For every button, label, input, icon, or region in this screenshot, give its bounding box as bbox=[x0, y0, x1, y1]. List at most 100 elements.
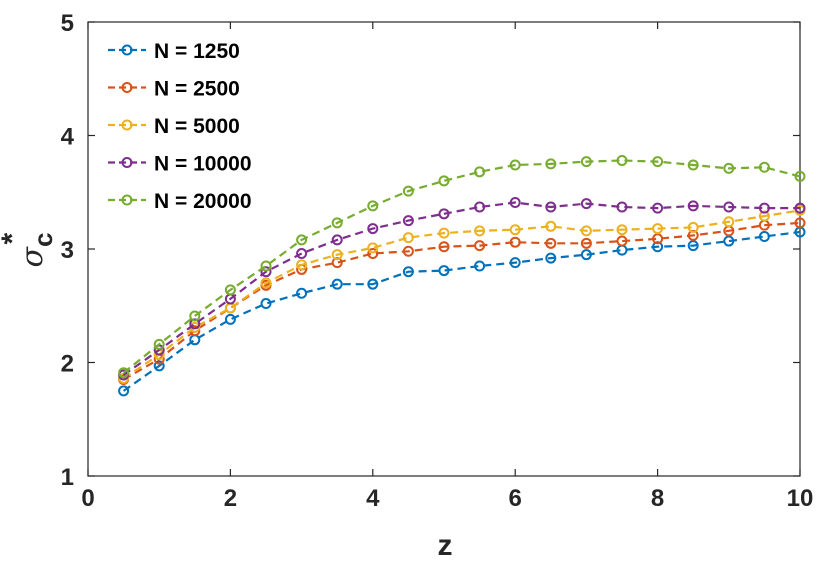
data-point bbox=[438, 265, 450, 277]
data-point bbox=[153, 338, 165, 350]
data-point bbox=[580, 198, 592, 210]
data-point bbox=[331, 217, 343, 229]
data-point bbox=[509, 257, 521, 269]
data-point bbox=[652, 233, 664, 245]
y-axis-title-subscript: c bbox=[28, 233, 58, 247]
series-line bbox=[122, 230, 801, 392]
data-point bbox=[509, 224, 521, 236]
legend-marker bbox=[121, 44, 133, 56]
data-point bbox=[260, 266, 272, 278]
data-point bbox=[652, 156, 664, 168]
legend-label: N = 5000 bbox=[154, 115, 240, 138]
data-point bbox=[296, 234, 308, 246]
data-point bbox=[402, 266, 414, 278]
data-point bbox=[509, 236, 521, 248]
series-line bbox=[122, 159, 801, 374]
legend-marker bbox=[121, 82, 133, 93]
data-point bbox=[580, 156, 592, 168]
data-point bbox=[687, 200, 699, 212]
legend-item: N = 1250 bbox=[108, 40, 240, 63]
data-point bbox=[260, 277, 272, 289]
data-point bbox=[687, 159, 699, 171]
series-3 bbox=[118, 204, 806, 384]
y-tick-label: 1 bbox=[61, 464, 74, 491]
data-point bbox=[438, 175, 450, 187]
data-point bbox=[402, 245, 414, 257]
data-point bbox=[367, 248, 379, 260]
data-point bbox=[723, 235, 735, 247]
data-point bbox=[794, 170, 806, 182]
series-1 bbox=[118, 226, 806, 397]
data-point bbox=[331, 234, 343, 246]
data-point bbox=[758, 210, 770, 222]
data-point bbox=[794, 217, 806, 229]
data-point bbox=[296, 287, 308, 299]
data-point bbox=[260, 297, 272, 309]
y-axis-title-superscript: * bbox=[0, 233, 29, 245]
data-point bbox=[260, 260, 272, 272]
data-point bbox=[616, 154, 628, 166]
data-point bbox=[545, 158, 557, 170]
data-point bbox=[652, 241, 664, 253]
data-point bbox=[652, 202, 664, 214]
legend-label: N = 20000 bbox=[154, 190, 252, 213]
x-tick-label: 4 bbox=[366, 485, 380, 512]
data-point bbox=[224, 313, 236, 325]
legend-item: N = 2500 bbox=[108, 78, 240, 101]
legend-item: N = 5000 bbox=[108, 115, 240, 138]
data-point bbox=[367, 278, 379, 290]
data-point bbox=[723, 216, 735, 228]
data-point bbox=[402, 185, 414, 197]
svg-text:σc*: σc* bbox=[0, 233, 58, 268]
data-point bbox=[296, 248, 308, 260]
x-axis: 0 2 4 6 8 10 bbox=[81, 22, 813, 512]
data-point bbox=[474, 260, 486, 272]
legend-item: N = 20000 bbox=[108, 190, 252, 213]
data-point bbox=[652, 223, 664, 235]
data-point bbox=[438, 227, 450, 239]
data-point bbox=[331, 249, 343, 261]
y-axis: 1 2 3 4 5 bbox=[61, 10, 800, 491]
x-tick-label: 10 bbox=[787, 485, 814, 512]
data-point bbox=[794, 202, 806, 214]
data-point bbox=[545, 201, 557, 213]
data-point bbox=[545, 237, 557, 249]
data-point bbox=[474, 201, 486, 213]
data-point bbox=[331, 278, 343, 290]
data-point bbox=[224, 284, 236, 296]
data-point bbox=[758, 231, 770, 243]
series-2 bbox=[118, 217, 806, 386]
x-tick-label: 6 bbox=[509, 485, 522, 512]
data-point bbox=[687, 240, 699, 252]
data-point bbox=[438, 208, 450, 220]
data-point bbox=[474, 166, 486, 178]
y-axis-title: σc* bbox=[0, 233, 58, 268]
data-point bbox=[296, 259, 308, 271]
data-point bbox=[474, 240, 486, 252]
x-tick-label: 2 bbox=[224, 485, 237, 512]
data-point bbox=[367, 200, 379, 212]
legend-label: N = 2500 bbox=[154, 78, 240, 101]
data-point bbox=[545, 220, 557, 232]
data-point bbox=[723, 162, 735, 174]
data-point bbox=[118, 385, 130, 397]
y-tick-label: 3 bbox=[61, 237, 74, 264]
series-5 bbox=[118, 154, 806, 379]
data-point bbox=[331, 257, 343, 269]
x-tick-label: 8 bbox=[651, 485, 664, 512]
series-layer bbox=[118, 154, 806, 397]
series-4 bbox=[118, 196, 806, 381]
data-point bbox=[402, 232, 414, 244]
series-line bbox=[122, 201, 800, 376]
data-point bbox=[509, 159, 521, 171]
legend: N = 1250 N = 2500 N = 5000 N = 10000 N = 200… bbox=[108, 40, 252, 213]
data-point bbox=[580, 249, 592, 261]
data-point bbox=[758, 161, 770, 173]
legend-label: N = 10000 bbox=[154, 153, 252, 176]
data-point bbox=[367, 242, 379, 254]
data-point bbox=[545, 252, 557, 264]
data-point bbox=[189, 334, 201, 346]
y-tick-label: 4 bbox=[61, 124, 75, 151]
y-tick-label: 5 bbox=[61, 10, 74, 37]
data-point bbox=[616, 224, 628, 236]
